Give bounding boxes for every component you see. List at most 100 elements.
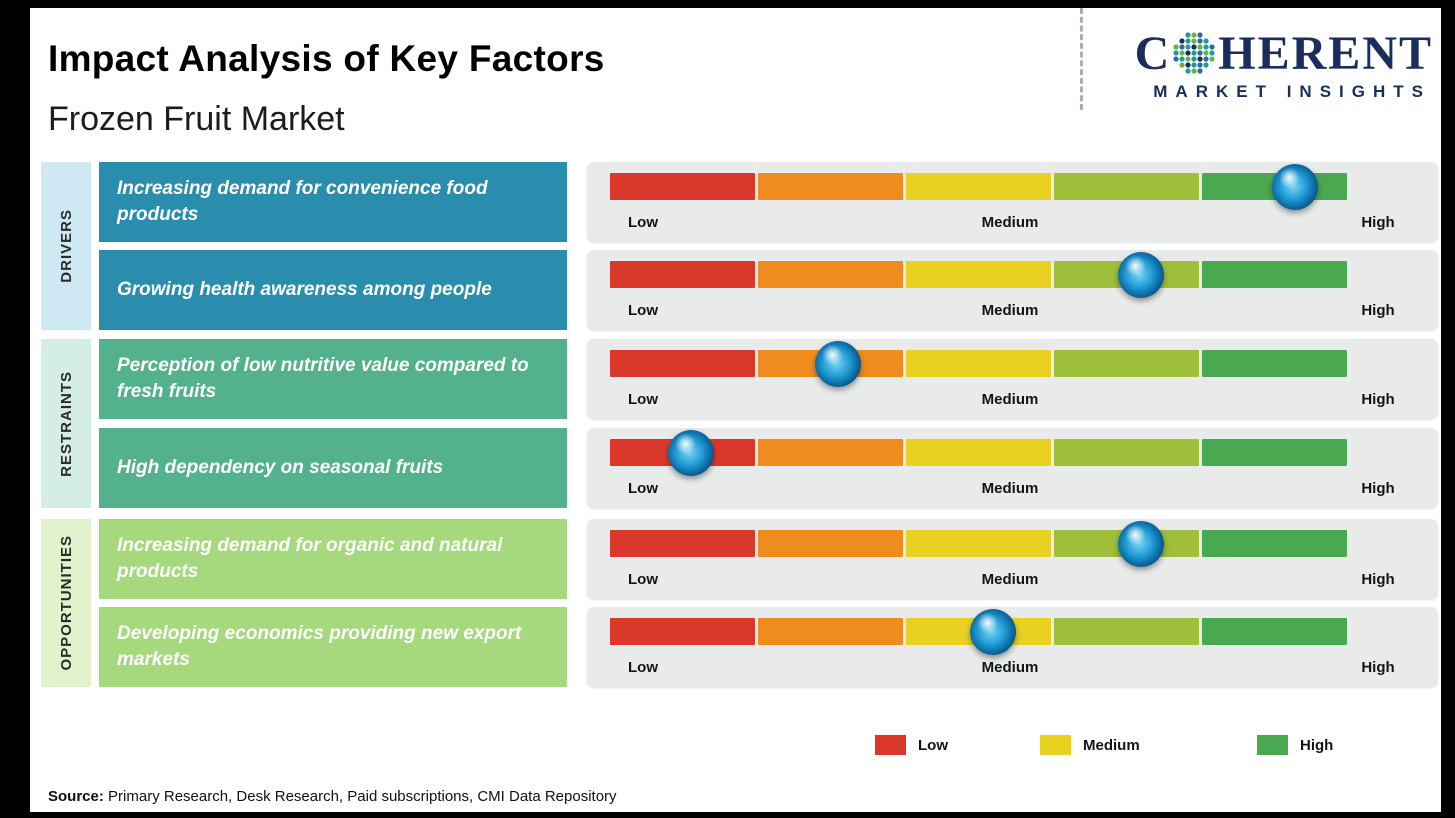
scale-label-high: High [1361, 480, 1395, 497]
legend-item-high: High [1257, 735, 1333, 755]
scale-segment-5 [1202, 350, 1347, 377]
coherent-market-insights-logo: C HERENT MARKET INSIGHTS [1088, 30, 1433, 102]
scale-label-low: Low [628, 480, 658, 497]
scale-label-high: High [1361, 571, 1395, 588]
category-label-restraints: RESTRAINTS [57, 370, 75, 477]
scale-segment-2 [758, 530, 903, 557]
scale-segment-5 [1202, 261, 1347, 288]
scale-label-high: High [1361, 214, 1395, 231]
legend-label-low: Low [918, 736, 948, 754]
scale-segment-2 [758, 618, 903, 645]
factor-box: Developing economics providing new expor… [99, 607, 567, 687]
scale-label-low: Low [628, 659, 658, 676]
impact-bar-row: Low Medium High [587, 339, 1438, 419]
source-text: Primary Research, Desk Research, Paid su… [108, 788, 617, 805]
legend-swatch-low-icon [875, 735, 906, 755]
scale-label-medium: Medium [981, 302, 1039, 319]
scale-segment-2 [758, 439, 903, 466]
factor-box: High dependency on seasonal fruits [99, 428, 567, 508]
scale-segment-3 [906, 530, 1051, 557]
impact-scale [610, 163, 1347, 210]
scale-label-medium: Medium [981, 480, 1039, 497]
page-subtitle: Frozen Fruit Market [48, 100, 345, 138]
impact-scale [610, 429, 1347, 476]
factor-label: Increasing demand for convenience food p… [117, 178, 488, 225]
header-dashed-divider [1080, 8, 1083, 110]
impact-scale [610, 340, 1347, 387]
source-line: Source: Primary Research, Desk Research,… [48, 788, 617, 805]
impact-marker-icon [668, 429, 715, 476]
impact-scale [610, 520, 1347, 567]
factor-box: Perception of low nutritive value compar… [99, 339, 567, 419]
scale-segment-5 [1202, 439, 1347, 466]
scale-label-low: Low [628, 214, 658, 231]
scale-segment-4 [1054, 350, 1199, 377]
scale-label-medium: Medium [981, 214, 1039, 231]
factor-label: Developing economics providing new expor… [117, 623, 522, 670]
scale-segment-4 [1054, 618, 1199, 645]
factor-box: Increasing demand for convenience food p… [99, 162, 567, 242]
legend-swatch-medium-icon [1040, 735, 1071, 755]
factor-box: Growing health awareness among people [99, 250, 567, 330]
scale-segment-3 [906, 261, 1051, 288]
slide-canvas: Impact Analysis of Key Factors Frozen Fr… [30, 8, 1441, 812]
scale-label-high: High [1361, 659, 1395, 676]
impact-marker-icon [1272, 163, 1319, 210]
impact-marker-icon [1117, 251, 1164, 298]
logo-tagline: MARKET INSIGHTS [1153, 82, 1431, 101]
scale-label-low: Low [628, 571, 658, 588]
page-title: Impact Analysis of Key Factors [48, 38, 605, 79]
legend-swatch-high-icon [1257, 735, 1288, 755]
scale-segment-3 [906, 439, 1051, 466]
scale-segment-1 [610, 350, 755, 377]
scale-segment-1 [610, 261, 755, 288]
scale-label-medium: Medium [981, 571, 1039, 588]
scale-segment-1 [610, 173, 755, 200]
scale-segment-3 [906, 350, 1051, 377]
scale-segment-3 [906, 173, 1051, 200]
category-strip-restraints: RESTRAINTS [41, 339, 91, 508]
factor-box: Increasing demand for organic and natura… [99, 519, 567, 599]
impact-bar-row: Low Medium High [587, 607, 1438, 687]
factor-label: Growing health awareness among people [117, 279, 492, 301]
factor-label: Perception of low nutritive value compar… [117, 355, 529, 402]
logo-dotted-globe-o-icon [1173, 32, 1215, 74]
scale-label-low: Low [628, 391, 658, 408]
scale-segment-2 [758, 173, 903, 200]
scale-segment-4 [1054, 439, 1199, 466]
logo-wordmark: C HERENT [1088, 30, 1433, 78]
scale-label-medium: Medium [981, 659, 1039, 676]
impact-marker-icon [815, 340, 862, 387]
scale-segment-5 [1202, 530, 1347, 557]
scale-label-high: High [1361, 302, 1395, 319]
legend-label-high: High [1300, 736, 1334, 754]
scale-segment-1 [610, 618, 755, 645]
scale-label-high: High [1361, 391, 1395, 408]
legend-item-medium: Medium [1040, 735, 1140, 755]
category-strip-drivers: DRIVERS [41, 162, 91, 330]
category-label-opportunities: OPPORTUNITIES [57, 535, 75, 671]
scale-segment-1 [610, 530, 755, 557]
impact-marker-icon [1117, 520, 1164, 567]
factor-label: Increasing demand for organic and natura… [117, 535, 503, 582]
impact-marker-icon [970, 608, 1017, 655]
category-label-drivers: DRIVERS [57, 209, 75, 283]
impact-bar-row: Low Medium High [587, 250, 1438, 330]
scale-segment-2 [758, 261, 903, 288]
scale-label-medium: Medium [981, 391, 1039, 408]
legend-item-low: Low [875, 735, 948, 755]
scale-segment-5 [1202, 618, 1347, 645]
impact-scale [610, 608, 1347, 655]
scale-label-low: Low [628, 302, 658, 319]
impact-bar-row: Low Medium High [587, 162, 1438, 242]
scale-segment-4 [1054, 173, 1199, 200]
legend-label-medium: Medium [1083, 736, 1140, 754]
impact-scale [610, 251, 1347, 298]
category-strip-opportunities: OPPORTUNITIES [41, 519, 91, 687]
impact-bar-row: Low Medium High [587, 519, 1438, 599]
factor-label: High dependency on seasonal fruits [117, 457, 444, 479]
logo-letter-c: C [1134, 27, 1172, 80]
impact-bar-row: Low Medium High [587, 428, 1438, 508]
source-label: Source: [48, 788, 104, 805]
logo-letters-rest: HERENT [1218, 27, 1433, 80]
